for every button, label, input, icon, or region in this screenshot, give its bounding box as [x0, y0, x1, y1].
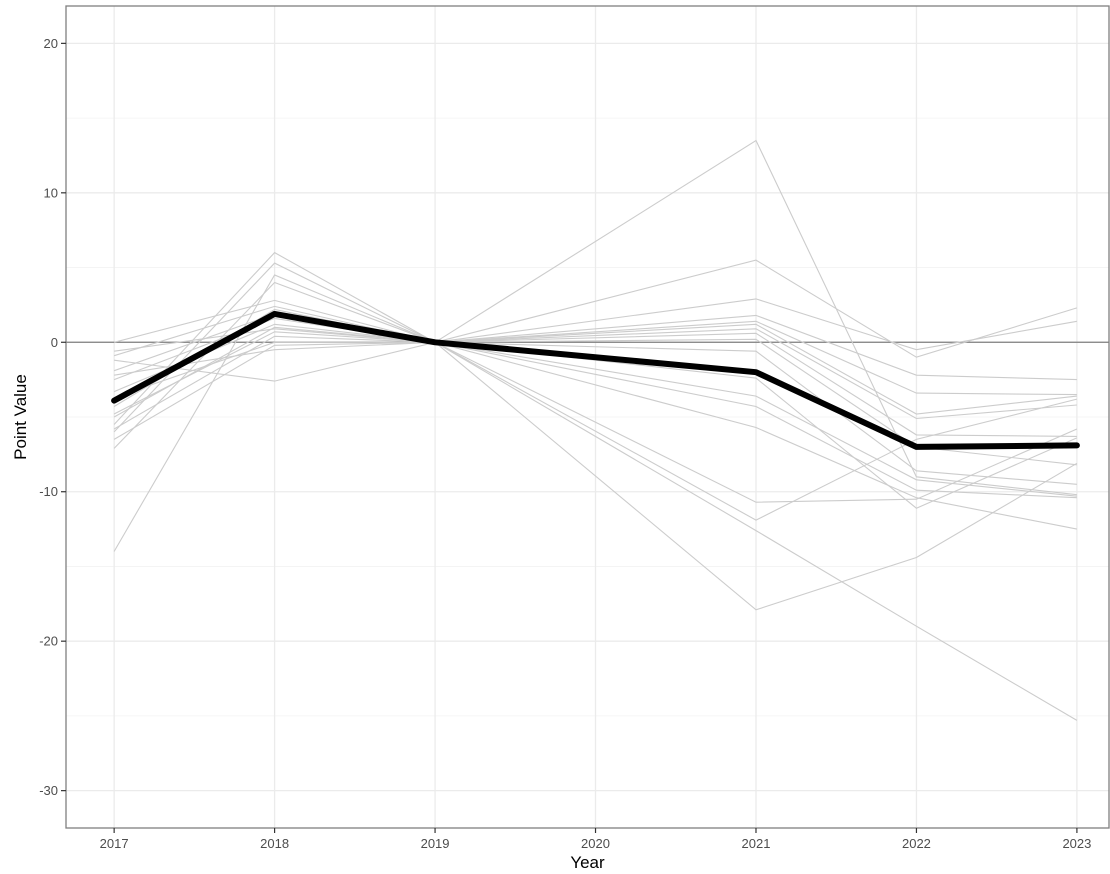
y-tick-label: -20: [39, 634, 58, 649]
y-axis-title: Point Value: [11, 374, 30, 460]
series-line-14: [114, 341, 1078, 503]
y-tick-label: 0: [51, 335, 58, 350]
x-tick-label: 2023: [1062, 836, 1091, 851]
x-axis-ticks: 2017 2018 2019 2020 2021 2022 2023: [100, 828, 1091, 851]
series-line-4: [113, 281, 1077, 449]
series-line-5: [113, 299, 1077, 396]
x-tick-label: 2018: [260, 836, 289, 851]
y-tick-label: 20: [44, 36, 58, 51]
highlight-series-line: [111, 310, 1080, 450]
series-line-7: [113, 313, 1077, 420]
y-axis-ticks: 20 10 0 -10 -20 -30: [39, 36, 66, 798]
series-line-3: [113, 262, 1077, 433]
x-tick-label: 2017: [100, 836, 129, 851]
series-line-6: [113, 305, 1077, 415]
series-line-2: [113, 251, 1078, 425]
x-tick-label: 2019: [421, 836, 450, 851]
x-tick-label: 2021: [742, 836, 771, 851]
major-gridlines: [66, 6, 1109, 828]
minor-gridlines: [66, 117, 1109, 717]
x-tick-label: 2022: [902, 836, 931, 851]
series-line-10: [113, 331, 1077, 485]
highlighted-series-line: [111, 310, 1080, 450]
y-tick-label: 10: [44, 185, 58, 200]
plot-panel-border: [65, 5, 1110, 829]
series-line-12: [113, 341, 1077, 499]
series-line-1: [113, 139, 1077, 552]
y-tick-label: -10: [39, 484, 58, 499]
series-line-17: [114, 328, 1078, 721]
y-tick-label: -30: [39, 783, 58, 798]
x-tick-label: 2020: [581, 836, 610, 851]
series-line-13: [114, 341, 1078, 530]
x-axis-title: Year: [570, 853, 605, 872]
series-line-9: [113, 323, 1077, 466]
series-line-15: [113, 341, 1078, 521]
